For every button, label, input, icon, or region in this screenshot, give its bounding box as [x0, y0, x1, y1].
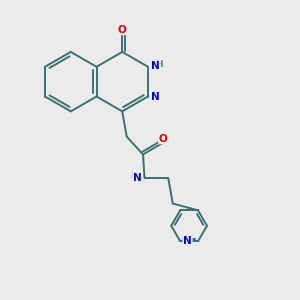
Text: N: N: [183, 236, 192, 246]
Text: O: O: [159, 134, 168, 144]
Text: H: H: [155, 60, 163, 69]
Text: N: N: [151, 92, 160, 101]
Text: N: N: [151, 61, 160, 71]
Text: O: O: [118, 25, 127, 34]
Text: N: N: [133, 172, 142, 183]
Text: H: H: [130, 172, 138, 181]
